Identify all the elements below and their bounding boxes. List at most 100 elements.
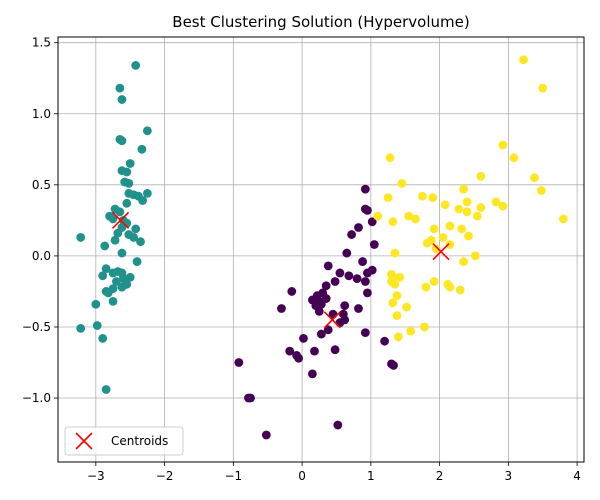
cluster-1-point xyxy=(333,420,343,430)
cluster-0-point xyxy=(132,257,142,266)
cluster-2-point xyxy=(530,173,539,183)
cluster-2-point xyxy=(373,211,383,221)
cluster-2-point xyxy=(455,285,465,295)
cluster-1-point xyxy=(308,369,317,379)
cluster-2-point xyxy=(418,191,427,201)
x-tick-label: 4 xyxy=(573,469,581,483)
cluster-2-point xyxy=(445,240,455,249)
cluster-0-point xyxy=(117,136,127,146)
cluster-2-point xyxy=(406,326,416,336)
centroid-marker xyxy=(112,211,130,229)
cluster-0-point xyxy=(122,198,132,208)
cluster-1-point xyxy=(354,223,363,232)
cluster-0-point xyxy=(129,233,139,242)
cluster-2-point xyxy=(388,298,398,308)
cluster-1-point xyxy=(363,288,372,298)
centroid-marker xyxy=(323,311,341,329)
cluster-1-point xyxy=(287,287,297,296)
cluster-0-point xyxy=(125,272,135,282)
cluster-2-point xyxy=(385,153,395,163)
cluster-1-point xyxy=(389,360,398,370)
cluster-0-point xyxy=(131,61,141,70)
cluster-2-point xyxy=(402,302,412,312)
cluster-1-point xyxy=(363,206,372,215)
data-points xyxy=(76,55,568,440)
cluster-0-point xyxy=(137,144,147,154)
cluster-2-point xyxy=(420,322,429,332)
cluster-2-point xyxy=(411,214,420,224)
cluster-0-point xyxy=(136,237,145,247)
cluster-0-point xyxy=(122,167,132,177)
cluster-2-point xyxy=(536,186,546,195)
cluster-1-point xyxy=(285,346,295,356)
x-tick-label: 0 xyxy=(298,469,306,483)
cluster-1-point xyxy=(340,301,350,311)
cluster-2-point xyxy=(459,257,469,266)
x-tick-label: 3 xyxy=(505,469,513,483)
cluster-1-point xyxy=(277,304,286,313)
cluster-1-point xyxy=(323,261,333,271)
cluster-2-point xyxy=(445,282,455,292)
cluster-2-point xyxy=(428,193,438,203)
cluster-2-point xyxy=(498,201,508,211)
cluster-1-point xyxy=(380,336,390,346)
cluster-0-point xyxy=(125,159,135,168)
centroid-markers xyxy=(112,211,450,329)
cluster-0-point xyxy=(92,321,102,330)
cluster-2-point xyxy=(393,332,403,342)
cluster-0-point xyxy=(115,83,125,93)
cluster-0-point xyxy=(124,179,134,188)
legend-centroid-marker xyxy=(75,432,93,450)
cluster-0-point xyxy=(142,188,152,198)
cluster-0-point xyxy=(117,95,127,104)
cluster-0-point xyxy=(101,385,111,394)
cluster-1-point xyxy=(360,277,370,286)
cluster-1-point xyxy=(347,230,356,239)
cluster-2-point xyxy=(445,221,455,231)
cluster-2-point xyxy=(491,197,501,207)
cluster-2-point xyxy=(392,291,402,301)
cluster-1-point xyxy=(360,328,370,338)
x-tick-label: −2 xyxy=(156,469,174,483)
cluster-0-point xyxy=(142,126,152,136)
cluster-0-point xyxy=(131,224,141,234)
cluster-2-point xyxy=(509,153,519,163)
cluster-2-point xyxy=(421,282,431,292)
cluster-0-point xyxy=(124,188,134,198)
cluster-1-point xyxy=(360,184,370,194)
cluster-1-point xyxy=(316,329,326,339)
cluster-1-point xyxy=(330,277,340,286)
cluster-1-point xyxy=(335,318,345,328)
cluster-0-point xyxy=(91,299,101,309)
cluster-1-point xyxy=(363,268,372,278)
plot-frame xyxy=(57,36,585,463)
x-tick-label: 2 xyxy=(436,469,444,483)
cluster-1-point xyxy=(294,353,304,363)
cluster-0-point xyxy=(101,264,111,274)
cluster-2-point xyxy=(558,214,568,224)
cluster-0-point xyxy=(103,288,113,298)
cluster-2-point xyxy=(390,248,400,258)
cluster-0-point xyxy=(138,196,147,205)
cluster-2-point xyxy=(388,217,398,227)
y-tick-label: 0.5 xyxy=(32,178,51,192)
cluster-2-point xyxy=(519,55,528,65)
axis-ticks: −3 −2 −1 0 1 2 3 4 −1.0 −0.5 0.0 0.5 1.0 1.5 xyxy=(22,36,581,483)
cluster-2-point xyxy=(429,277,439,286)
cluster-1-point xyxy=(310,346,319,356)
cluster-2-point xyxy=(457,224,467,234)
y-tick-label: −1.0 xyxy=(22,391,51,405)
cluster-2-point xyxy=(538,83,548,93)
cluster-1-point xyxy=(299,333,308,343)
legend-box xyxy=(64,426,184,456)
cluster-2-point xyxy=(383,193,393,203)
cluster-0-point xyxy=(110,235,120,245)
cluster-2-point xyxy=(473,211,482,221)
cluster-1-point xyxy=(323,325,333,335)
cluster-2-point xyxy=(429,224,439,234)
cluster-0-point xyxy=(108,214,118,224)
cluster-2-point xyxy=(462,197,472,207)
cluster-0-point xyxy=(113,228,123,238)
cluster-2-point xyxy=(470,251,480,261)
cluster-1-point xyxy=(335,268,345,278)
